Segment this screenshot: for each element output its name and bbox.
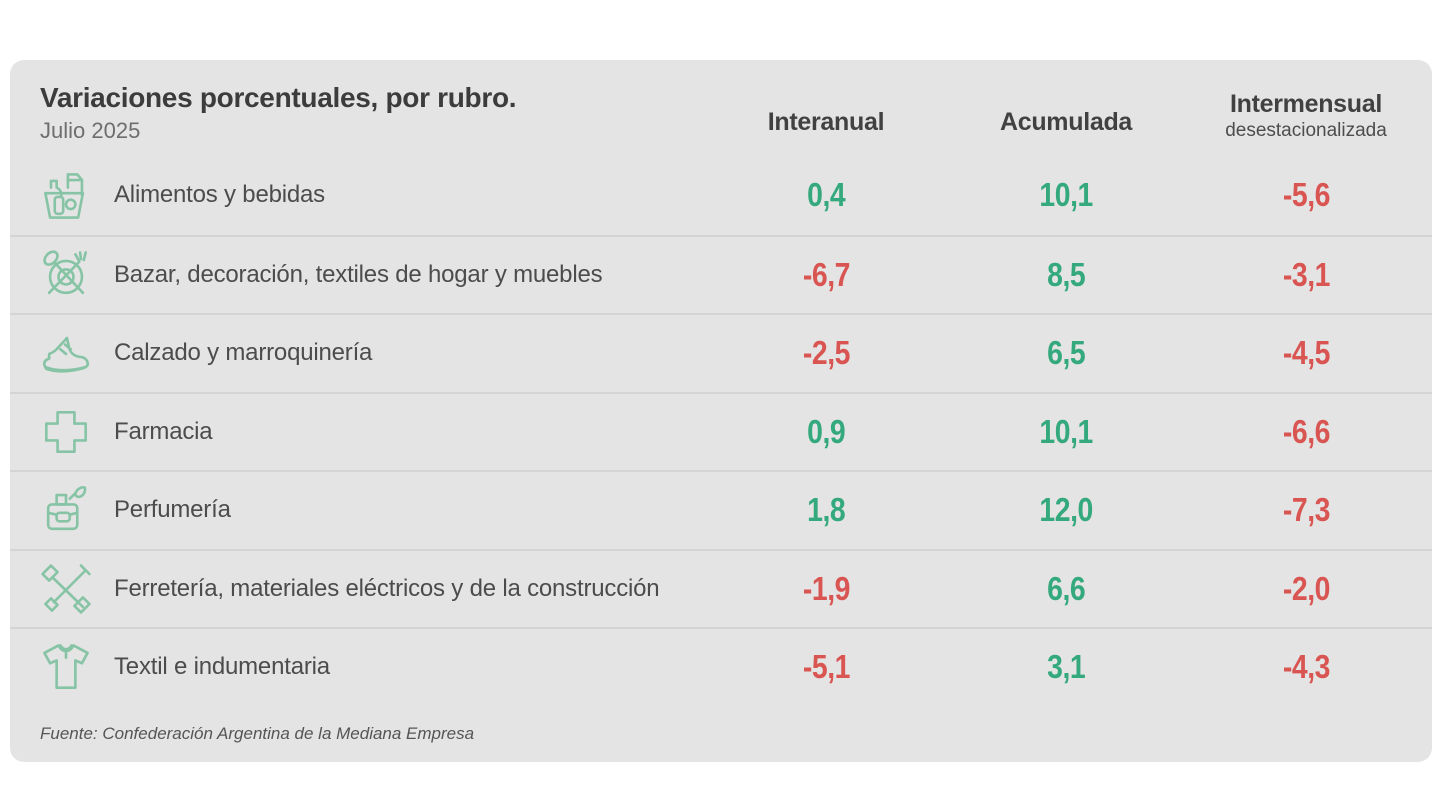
value-intermensual: -5,6: [1282, 176, 1330, 214]
value-acumulada: 6,6: [1046, 569, 1086, 607]
column-header-acumulada: Acumulada: [946, 76, 1186, 137]
source-note: Fuente: Confederación Argentina de la Me…: [40, 724, 475, 743]
row-label: Farmacia: [114, 417, 213, 445]
tools-icon: [36, 559, 96, 619]
value-intermensual: -2,0: [1282, 569, 1330, 607]
page-subtitle: Julio 2025: [40, 118, 141, 143]
value-interanual: -1,9: [802, 569, 850, 607]
title-block: Variaciones porcentuales, por rubro. Jul…: [40, 76, 706, 144]
table-row: Alimentos y bebidas 0,4 10,1 -5,6: [10, 156, 1432, 235]
table-row: Bazar, decoración, textiles de hogar y m…: [10, 234, 1432, 314]
stats-card: Variaciones porcentuales, por rubro. Jul…: [10, 60, 1432, 762]
column-header-label: Acumulada: [999, 108, 1133, 136]
value-acumulada: 3,1: [1046, 648, 1086, 686]
table-row: Ferretería, materiales eléctricos y de l…: [10, 548, 1432, 628]
value-intermensual: -3,1: [1282, 255, 1330, 293]
value-interanual: 1,8: [806, 491, 846, 529]
value-intermensual: -4,5: [1282, 334, 1330, 372]
page-title: Variaciones porcentuales, por rubro.: [40, 82, 517, 113]
table-row: Calzado y marroquinería -2,5 6,5 -4,5: [10, 313, 1432, 392]
value-interanual: -6,7: [802, 255, 850, 293]
value-acumulada: 12,0: [1039, 491, 1093, 529]
row-label: Alimentos y bebidas: [114, 181, 325, 209]
row-label: Textil e indumentaria: [114, 653, 330, 681]
value-intermensual: -7,3: [1282, 491, 1330, 529]
row-label: Calzado y marroquinería: [114, 339, 373, 367]
shoe-icon: [36, 323, 96, 383]
table-row: Farmacia 0,9 10,1 -6,6: [10, 391, 1432, 471]
value-intermensual: -4,3: [1282, 648, 1330, 686]
column-header-sublabel: desestacionalizada: [1225, 120, 1387, 141]
column-header-label: Intermensual: [1229, 90, 1382, 118]
value-interanual: -2,5: [802, 334, 850, 372]
column-header-intermensual: Intermensual desestacionalizada: [1186, 76, 1426, 142]
value-acumulada: 8,5: [1046, 255, 1086, 293]
row-label: Ferretería, materiales eléctricos y de l…: [114, 574, 660, 602]
pharmacy-cross-icon: [36, 402, 96, 462]
column-header-interanual: Interanual: [706, 76, 946, 137]
table-row: Textil e indumentaria -5,1 3,1 -4,3: [10, 627, 1432, 706]
value-interanual: 0,9: [806, 412, 846, 450]
card-header: Variaciones porcentuales, por rubro. Jul…: [10, 60, 1432, 156]
tshirt-icon: [36, 637, 96, 697]
value-intermensual: -6,6: [1282, 412, 1330, 450]
column-header-label: Interanual: [767, 108, 885, 136]
perfume-icon: [36, 480, 96, 540]
value-acumulada: 10,1: [1039, 412, 1093, 450]
table-row: Perfumería 1,8 12,0 -7,3: [10, 470, 1432, 549]
value-acumulada: 6,5: [1046, 334, 1086, 372]
value-interanual: -5,1: [802, 648, 850, 686]
groceries-icon: [36, 165, 96, 225]
value-interanual: 0,4: [806, 176, 846, 214]
value-acumulada: 10,1: [1039, 176, 1093, 214]
tableware-icon: [36, 245, 96, 305]
row-label: Perfumería: [114, 496, 231, 524]
row-label: Bazar, decoración, textiles de hogar y m…: [114, 260, 603, 288]
